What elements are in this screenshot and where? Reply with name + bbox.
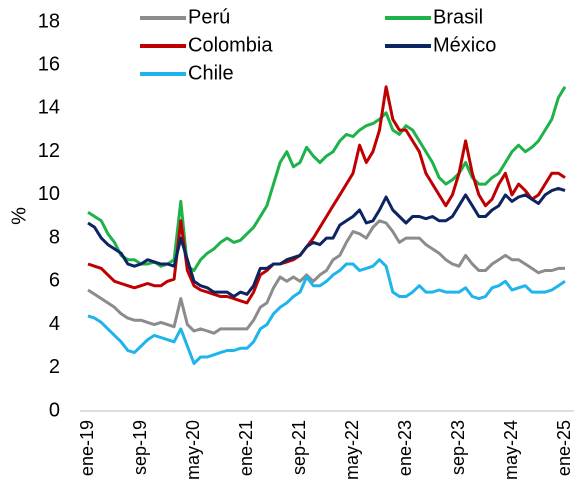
x-tick-label: ene-23 — [395, 420, 415, 476]
series-line — [87, 85, 566, 305]
y-tick-label: 10 — [38, 183, 60, 205]
y-tick-label: 14 — [38, 97, 60, 119]
series-line — [87, 86, 567, 272]
x-tick-label: may-20 — [183, 420, 203, 480]
y-tick-label: 18 — [38, 10, 60, 32]
x-tick-label: sep-21 — [289, 420, 309, 475]
legend-label: México — [433, 34, 496, 56]
x-tick-label: may-24 — [501, 420, 521, 480]
x-tick-label: sep-19 — [130, 420, 150, 475]
x-tick-label: ene-21 — [236, 420, 256, 476]
y-tick-label: 12 — [38, 140, 60, 162]
x-tick-label: ene-25 — [554, 420, 574, 476]
series-line — [87, 219, 565, 335]
x-tick-label: may-22 — [342, 420, 362, 480]
y-tick-label: 2 — [49, 356, 60, 378]
y-tick-label: 8 — [49, 226, 60, 248]
legend-label: Colombia — [188, 34, 273, 56]
legend-label: Brasil — [433, 6, 483, 28]
y-tick-label: 4 — [49, 313, 60, 335]
y-tick-label: 6 — [49, 270, 60, 292]
y-tick-label: 16 — [38, 54, 60, 76]
x-tick-label: ene-19 — [77, 420, 97, 476]
x-tick-label: sep-23 — [448, 420, 468, 475]
y-axis-label: % — [8, 207, 30, 225]
legend-label: Perú — [188, 6, 230, 28]
series-line — [87, 258, 566, 365]
y-tick-label: 0 — [49, 399, 60, 421]
legend-label: Chile — [188, 62, 234, 84]
series-line — [87, 186, 566, 298]
